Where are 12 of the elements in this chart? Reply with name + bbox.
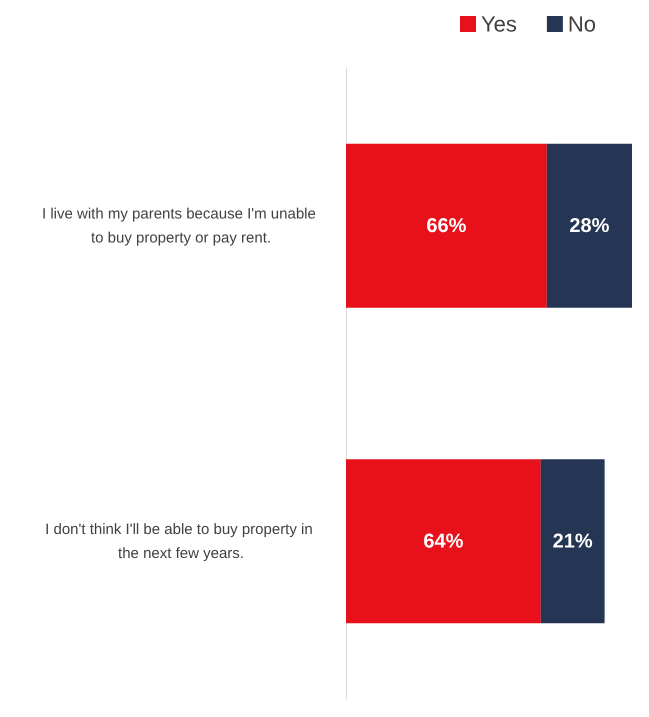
data-label: 21% [552, 530, 593, 552]
data-label: 28% [569, 214, 610, 237]
y-tick-label: I don't think I'll be able to buy property in the next few years. [45, 520, 317, 562]
bar [346, 144, 547, 308]
y-tick-label: I live with my parents because I'm unable to buy property or pay rent. [42, 205, 320, 246]
data-label: 64% [423, 530, 464, 552]
legend-label: Yes [480, 12, 517, 36]
bar [546, 144, 632, 308]
legend-label: No [568, 12, 596, 36]
bar [540, 459, 605, 624]
bar [346, 459, 541, 624]
data-label: 66% [426, 214, 467, 237]
